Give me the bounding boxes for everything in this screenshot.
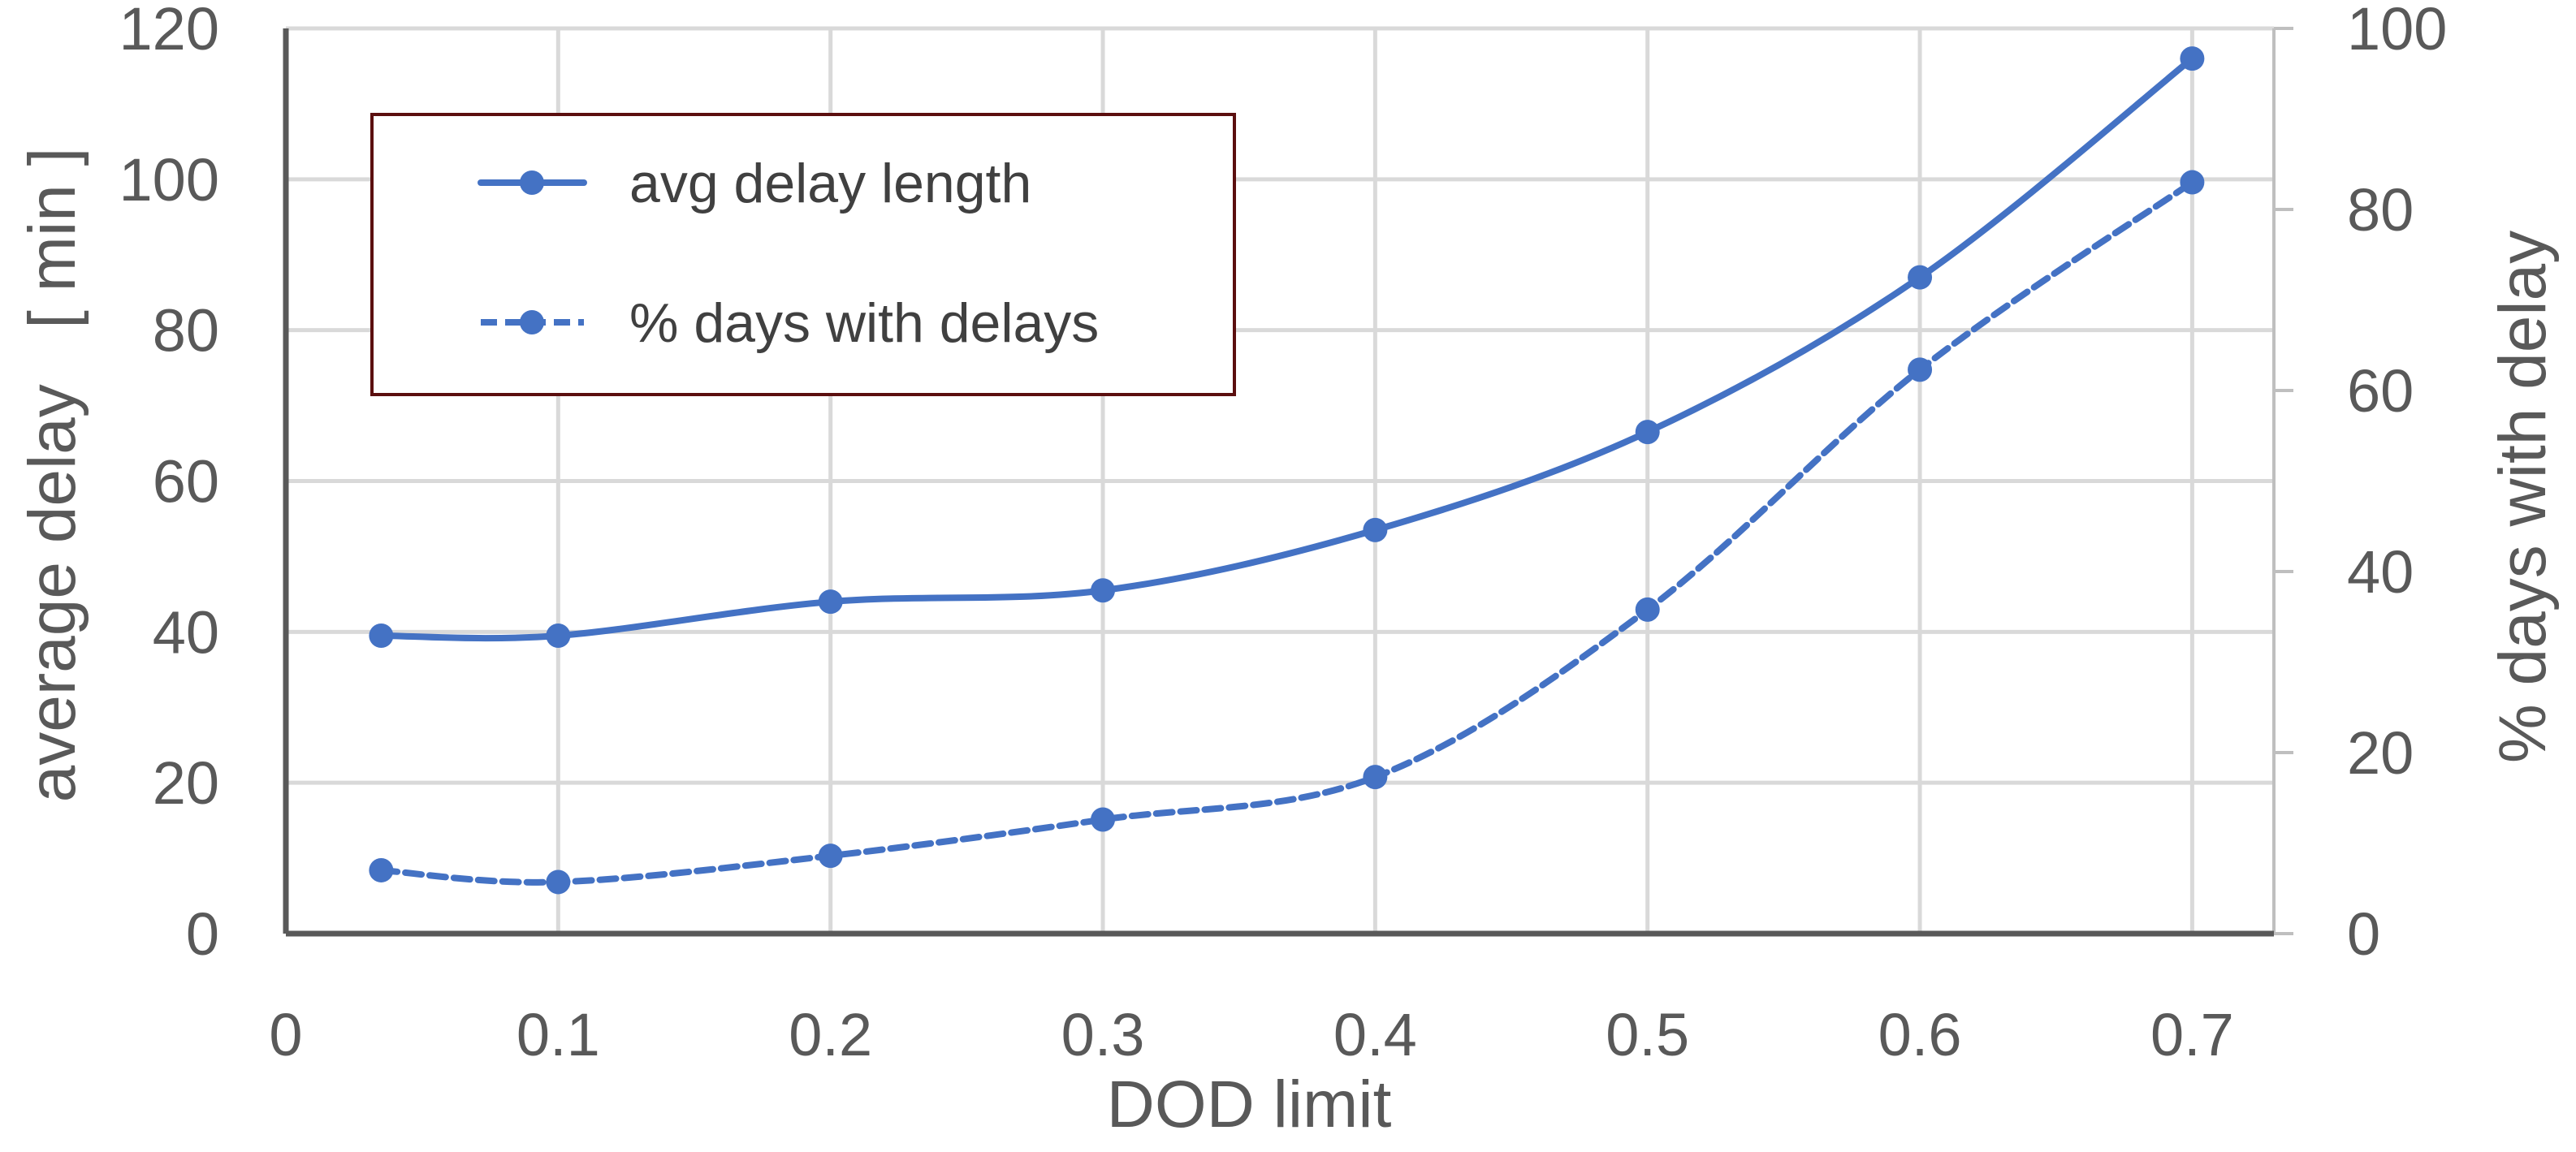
legend-marker-avg-delay-length	[520, 170, 544, 195]
data-point-avg-delay-length-0	[369, 623, 394, 648]
axes	[283, 27, 2293, 937]
data-point-avg-delay-length-2	[818, 589, 843, 615]
legend-label-avg-delay-length: avg delay length	[629, 153, 1031, 214]
data-point-avg-delay-length-1	[546, 623, 571, 648]
x-tick-label-4: 0.4	[1333, 1001, 1417, 1068]
right-y-tick-label-4: 80	[2347, 176, 2414, 244]
right-y-tick-label-2: 40	[2347, 538, 2414, 606]
x-tick-label-0: 0	[269, 1001, 302, 1068]
x-tick-label-1: 0.1	[516, 1001, 600, 1068]
data-point-avg-delay-length-5	[1635, 420, 1660, 445]
data-series	[369, 46, 2205, 895]
data-point-percent-days-with-delays-3	[1091, 807, 1116, 832]
data-point-avg-delay-length-6	[1908, 265, 1933, 290]
legend-marker-percent-days-with-delays	[520, 310, 544, 334]
x-tick-label-3: 0.3	[1061, 1001, 1145, 1068]
data-point-percent-days-with-delays-0	[369, 857, 394, 882]
x-axis-title: DOD limit	[1107, 1068, 1392, 1141]
left-y-tick-label-6: 120	[119, 0, 219, 63]
data-point-percent-days-with-delays-4	[1363, 765, 1388, 790]
data-point-percent-days-with-delays-5	[1635, 597, 1660, 622]
tick-labels: 0 0.1 0.2 0.3 0.4 0.5 0.6 0.7 0 20 40 60 80 100 120 0 20…	[119, 0, 2448, 1068]
y-axis-title: average delay [ min ]	[15, 148, 89, 803]
left-y-tick-label-2: 40	[153, 598, 219, 666]
data-point-avg-delay-length-3	[1091, 578, 1116, 603]
series-line-percent-days-with-delays	[378, 179, 2196, 886]
x-tick-label-2: 0.2	[789, 1001, 872, 1068]
right-y-tick-label-5: 100	[2347, 0, 2447, 63]
x-tick-label-7: 0.7	[2150, 1001, 2234, 1068]
legend: avg delay length % days with delays	[370, 113, 1236, 396]
left-y-tick-label-1: 20	[153, 749, 219, 817]
data-point-percent-days-with-delays-6	[1908, 357, 1933, 382]
legend-label-percent-days-with-delays: % days with delays	[629, 292, 1099, 354]
right-y-tick-label-0: 0	[2347, 900, 2380, 968]
left-y-tick-label-0: 0	[186, 900, 219, 968]
x-tick-label-6: 0.6	[1878, 1001, 1962, 1068]
right-y-tick-label-3: 60	[2347, 357, 2414, 425]
right-y-tick-label-1: 20	[2347, 719, 2414, 787]
data-point-avg-delay-length-7	[2180, 46, 2205, 71]
data-point-percent-days-with-delays-1	[546, 869, 571, 895]
right-y-axis-title: % days with delay	[2486, 231, 2560, 763]
left-y-tick-label-5: 100	[119, 146, 219, 214]
data-point-avg-delay-length-4	[1363, 517, 1388, 542]
left-y-tick-label-3: 60	[153, 448, 219, 516]
left-y-tick-label-4: 80	[153, 297, 219, 365]
legend-frame	[370, 113, 1236, 396]
data-point-percent-days-with-delays-2	[818, 844, 843, 869]
data-point-percent-days-with-delays-7	[2180, 170, 2205, 195]
x-tick-label-5: 0.5	[1606, 1001, 1689, 1068]
